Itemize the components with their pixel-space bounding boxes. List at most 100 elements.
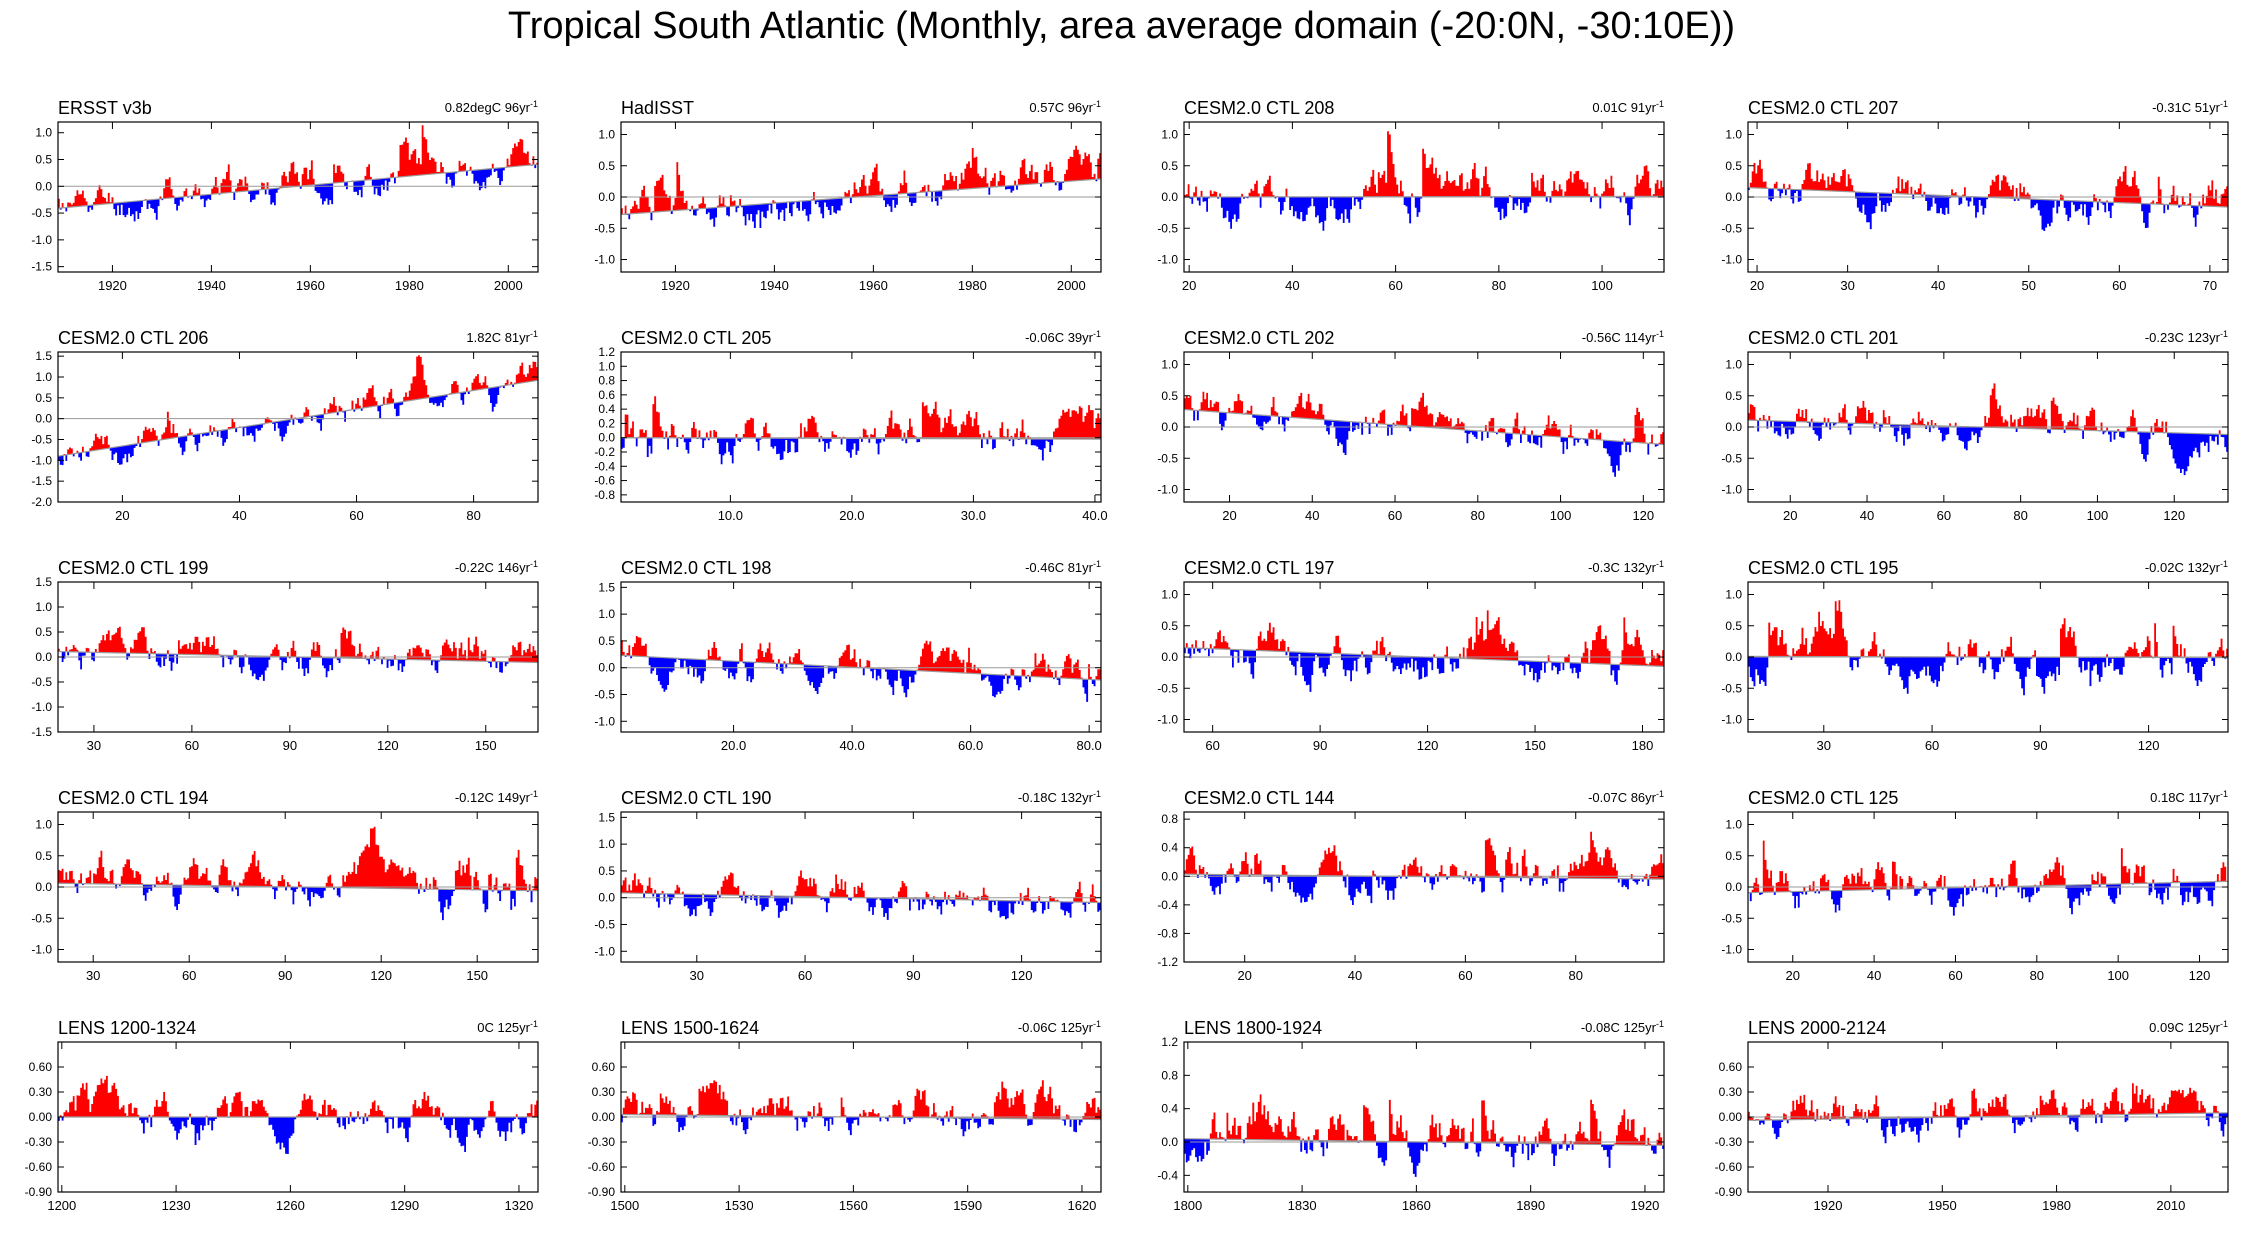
y-tick-label: -0.60 [25,1160,53,1174]
y-tick-label: -1.0 [31,233,52,247]
y-tick-label: 0.5 [598,864,615,878]
y-tick-label: -0.8 [594,488,615,502]
y-tick-label: -0.4 [594,459,615,473]
panel-title: CESM2.0 CTL 199 [58,558,208,578]
panel-title: CESM2.0 CTL 198 [621,558,771,578]
x-tick-label: 1980 [2042,1198,2071,1213]
x-tick-label: 1980 [395,278,424,293]
negative-bars [1189,196,1635,231]
y-tick-label: -0.2 [594,445,615,459]
y-tick-label: 1.5 [598,580,615,594]
y-tick-label: 0.0 [598,661,615,675]
panel-title: CESM2.0 CTL 190 [621,788,771,808]
y-tick-label: 1.0 [1725,128,1742,142]
panel-title: CESM2.0 CTL 194 [58,788,208,808]
panel: LENS 1800-1924 -0.08C 125yr-1 -0.4 0.0 0.4 0.… [1157,1018,1665,1213]
panel-title: CESM2.0 CTL 208 [1184,98,1334,118]
trend-label: -0.31C 51yr-1 [2152,99,2228,115]
y-tick-label: -1.0 [1157,483,1178,497]
negative-bars [624,655,1096,702]
bar-series [1184,1094,1664,1177]
x-tick-label: 80 [2013,508,2027,523]
panel: CESM2.0 CTL 125 0.18C 117yr-1 -1.0 -0.5 0.0 0… [1721,788,2229,983]
x-tick-label: 1830 [1288,1198,1317,1213]
y-tick-label: 0.5 [1725,159,1742,173]
trend-line [1747,187,2229,208]
negative-bars [643,893,1101,920]
x-tick-label: 1940 [197,278,226,293]
y-tick-label: 0.0 [598,190,615,204]
y-tick-label: 0.6 [598,388,615,402]
y-tick-label: 1.0 [1725,588,1742,602]
y-tick-label: 0.5 [598,634,615,648]
negative-bars [621,437,1053,465]
x-tick-label: 20 [115,508,129,523]
x-tick-label: 120 [1417,738,1439,753]
y-tick-label: 0.5 [598,159,615,173]
x-tick-label: 1590 [953,1198,982,1213]
x-tick-label: 1920 [98,278,127,293]
y-tick-label: -0.5 [1721,911,1742,925]
x-tick-label: 20 [1222,508,1236,523]
positive-bars [58,125,538,209]
trend-line [1747,1112,2229,1121]
panel-title: LENS 2000-2124 [1748,1018,1886,1038]
positive-bars [1749,159,2228,207]
x-tick-label: 1620 [1067,1198,1096,1213]
panel-title: LENS 1800-1924 [1184,1018,1322,1038]
bar-series [621,145,1101,228]
panel-title: CESM2.0 CTL 207 [1748,98,1898,118]
panel: CESM2.0 CTL 199 -0.22C 146yr-1 -1.5 -1.0 -0.… [31,558,539,753]
plot-frame [620,581,1102,733]
y-tick-label: -0.5 [1157,681,1178,695]
x-tick-label: 100 [1550,508,1572,523]
y-tick-label: 1.0 [35,370,52,384]
panel-title: CESM2.0 CTL 197 [1184,558,1334,578]
panel-title: LENS 1500-1624 [621,1018,759,1038]
positive-bars [621,145,1101,215]
y-tick-label: 1.0 [1161,588,1178,602]
trend-label: -0.07C 86yr-1 [1588,789,1664,805]
positive-bars [622,1080,1101,1120]
x-tick-label: 20.0 [839,508,864,523]
positive-bars [1184,831,1664,880]
y-tick-label: -0.5 [31,206,52,220]
panel: CESM2.0 CTL 195 -0.02C 132yr-1 -1.0 -0.5 0.0… [1721,558,2229,753]
y-tick-label: -0.5 [1721,451,1742,465]
x-tick-label: 30.0 [961,508,986,523]
y-tick-label: 0.0 [35,412,52,426]
y-tick-label: 0.5 [1161,619,1178,633]
x-tick-label: 90 [283,738,297,753]
x-tick-label: 100 [2107,968,2129,983]
y-tick-label: 0.0 [1725,880,1742,894]
trend-label: 0.09C 125yr-1 [2149,1019,2228,1035]
bar-series [621,636,1101,702]
x-tick-label: 90 [906,968,920,983]
x-tick-label: 60 [182,968,196,983]
panel-title: CESM2.0 CTL 195 [1748,558,1898,578]
x-tick-label: 30 [1817,738,1831,753]
trend-label: 0C 125yr-1 [477,1019,538,1035]
panel: CESM2.0 CTL 205 -0.06C 39yr-1 -0.8-0.6-0.4… [594,328,1107,523]
x-tick-label: 50 [2022,278,2036,293]
positive-bars [1209,1094,1663,1146]
page-title: Tropical South Atlantic (Monthly, area a… [507,5,1736,47]
trend-line [57,650,539,664]
x-tick-label: 120 [2138,738,2160,753]
y-tick-label: 0.5 [35,391,52,405]
y-tick-label: 1.5 [35,349,52,363]
x-tick-label: 10.0 [718,508,743,523]
y-tick-label: 1.0 [1161,358,1178,372]
positive-bars [58,626,538,663]
x-tick-label: 1920 [1630,1198,1659,1213]
y-tick-label: 1.0 [1725,818,1742,832]
negative-bars [58,1117,527,1154]
trend-label: -0.18C 132yr-1 [1018,789,1101,805]
x-tick-label: 30 [690,968,704,983]
panel: CESM2.0 CTL 144 -0.07C 86yr-1 -1.2 -0.8 -0.4… [1157,788,1665,983]
trend-line [620,892,1102,904]
y-tick-label: 0.5 [1161,389,1178,403]
y-tick-label: -0.8 [1157,926,1178,940]
x-tick-label: 60 [2112,278,2126,293]
negative-bars [626,179,1098,228]
